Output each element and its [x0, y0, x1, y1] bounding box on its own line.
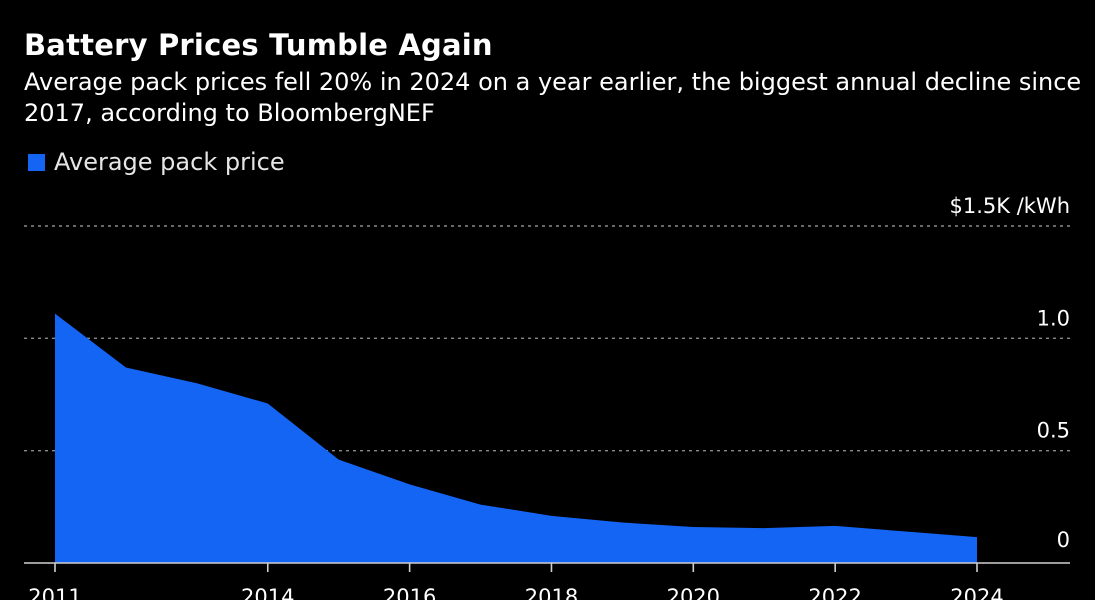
x-tick-label: 2024: [950, 585, 1003, 600]
x-tick-label: 2018: [525, 585, 578, 600]
legend: Average pack price: [28, 148, 285, 176]
x-tick-label: 2016: [383, 585, 436, 600]
chart-title: Battery Prices Tumble Again: [24, 28, 493, 62]
x-tick-label: 2014: [241, 585, 294, 600]
x-tick-label: 2022: [808, 585, 861, 600]
series-area: [55, 313, 977, 563]
chart-subtitle: Average pack prices fell 20% in 2024 on …: [24, 68, 1082, 127]
y-tick-label: 0.5: [1037, 419, 1070, 443]
legend-label: Average pack price: [54, 148, 285, 176]
x-tick-label: 2020: [667, 585, 720, 600]
y-tick-label: $1.5K /kWh: [949, 194, 1070, 218]
y-tick-label: 1.0: [1037, 306, 1070, 330]
x-tick-label: 2011: [28, 585, 81, 600]
legend-swatch: [28, 153, 45, 171]
y-tick-label: 0: [1057, 528, 1070, 552]
